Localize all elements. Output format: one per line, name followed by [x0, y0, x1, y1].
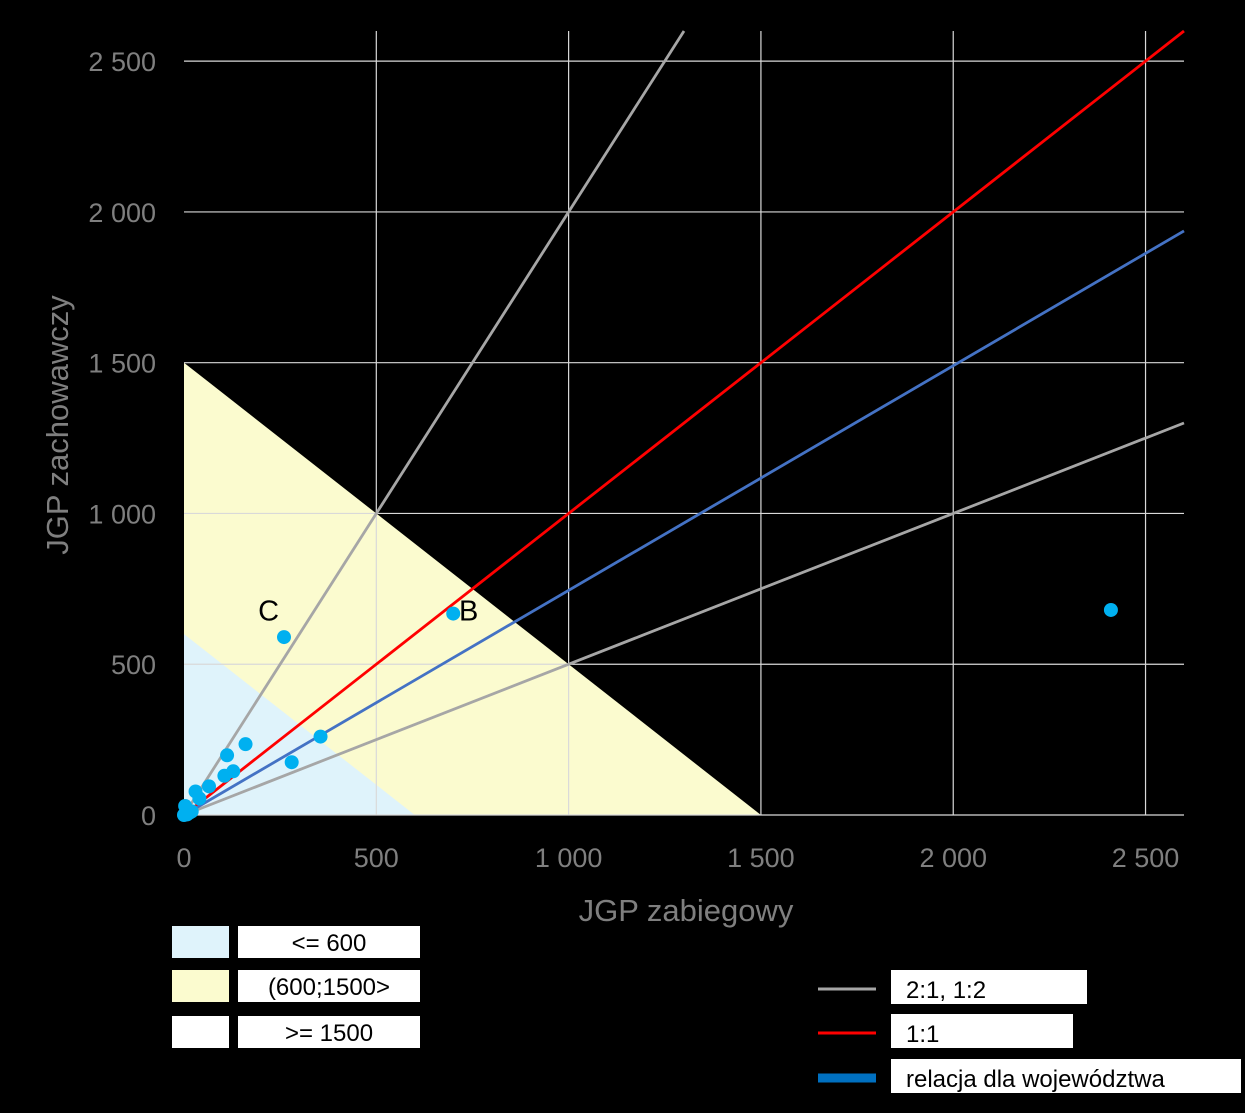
legend-label-line: 1:1 [906, 1021, 939, 1048]
legend-swatch-region [172, 926, 229, 958]
legend-label-region: >= 1500 [285, 1020, 373, 1047]
legend-swatch-region [172, 970, 229, 1002]
legend: <= 600 (600;1500> >= 1500 2:1, 1:2 1:1 relacj… [172, 926, 1241, 1093]
data-point [277, 630, 291, 645]
legend-label-line: relacja dla województwa [906, 1066, 1165, 1093]
data-point [238, 737, 253, 752]
reference-line-slope-2 [182, 30, 686, 816]
reference-line-slope-1 [183, 29, 1185, 817]
y-tick-label: 1 500 [88, 349, 156, 379]
y-tick-label: 500 [111, 650, 156, 680]
data-point [284, 755, 299, 770]
reference-line-slope-0_5 [183, 421, 1185, 817]
legend-label-box [891, 970, 1087, 1004]
data-points [177, 602, 1118, 822]
legend-label-region: (600;1500> [268, 974, 390, 1001]
y-tick-label: 2 000 [88, 198, 156, 228]
legend-swatch-region [172, 1016, 229, 1048]
x-tick-label: 1 000 [535, 843, 603, 873]
annotation-c: C [258, 596, 279, 628]
x-axis-ticks: 0 500 1 000 1 500 2 000 2 500 [176, 843, 1179, 873]
legend-label-box [238, 926, 420, 958]
data-point [313, 729, 328, 744]
x-tick-label: 500 [354, 843, 399, 873]
legend-label-box [238, 1016, 420, 1048]
legend-label-region: <= 600 [292, 930, 367, 957]
x-tick-label: 2 000 [919, 843, 987, 873]
grid [184, 31, 1184, 816]
data-point [220, 748, 235, 763]
x-axis-title: JGP zabiegowy [579, 893, 794, 928]
reference-lines [182, 29, 1185, 817]
annotation-b: B [459, 596, 478, 628]
legend-label-box [891, 1014, 1073, 1048]
data-point [1103, 602, 1118, 617]
data-point [184, 804, 199, 819]
x-tick-label: 1 500 [727, 843, 795, 873]
data-point [202, 779, 216, 794]
data-point [192, 791, 207, 806]
y-axis-title: JGP zachowawczy [40, 295, 75, 555]
data-point [446, 606, 461, 621]
reference-line-slope-0_745 [183, 229, 1185, 817]
legend-label-box [238, 970, 420, 1002]
x-tick-label: 0 [176, 843, 191, 873]
y-tick-label: 1 000 [88, 499, 156, 529]
y-tick-label: 2 500 [88, 47, 156, 77]
legend-label-line: 2:1, 1:2 [906, 977, 986, 1004]
y-tick-label: 0 [141, 801, 156, 831]
legend-label-box [891, 1059, 1241, 1093]
data-point [226, 764, 241, 779]
y-axis-ticks: 0 500 1 000 1 500 2 000 2 500 [88, 47, 156, 831]
x-tick-label: 2 500 [1112, 843, 1180, 873]
